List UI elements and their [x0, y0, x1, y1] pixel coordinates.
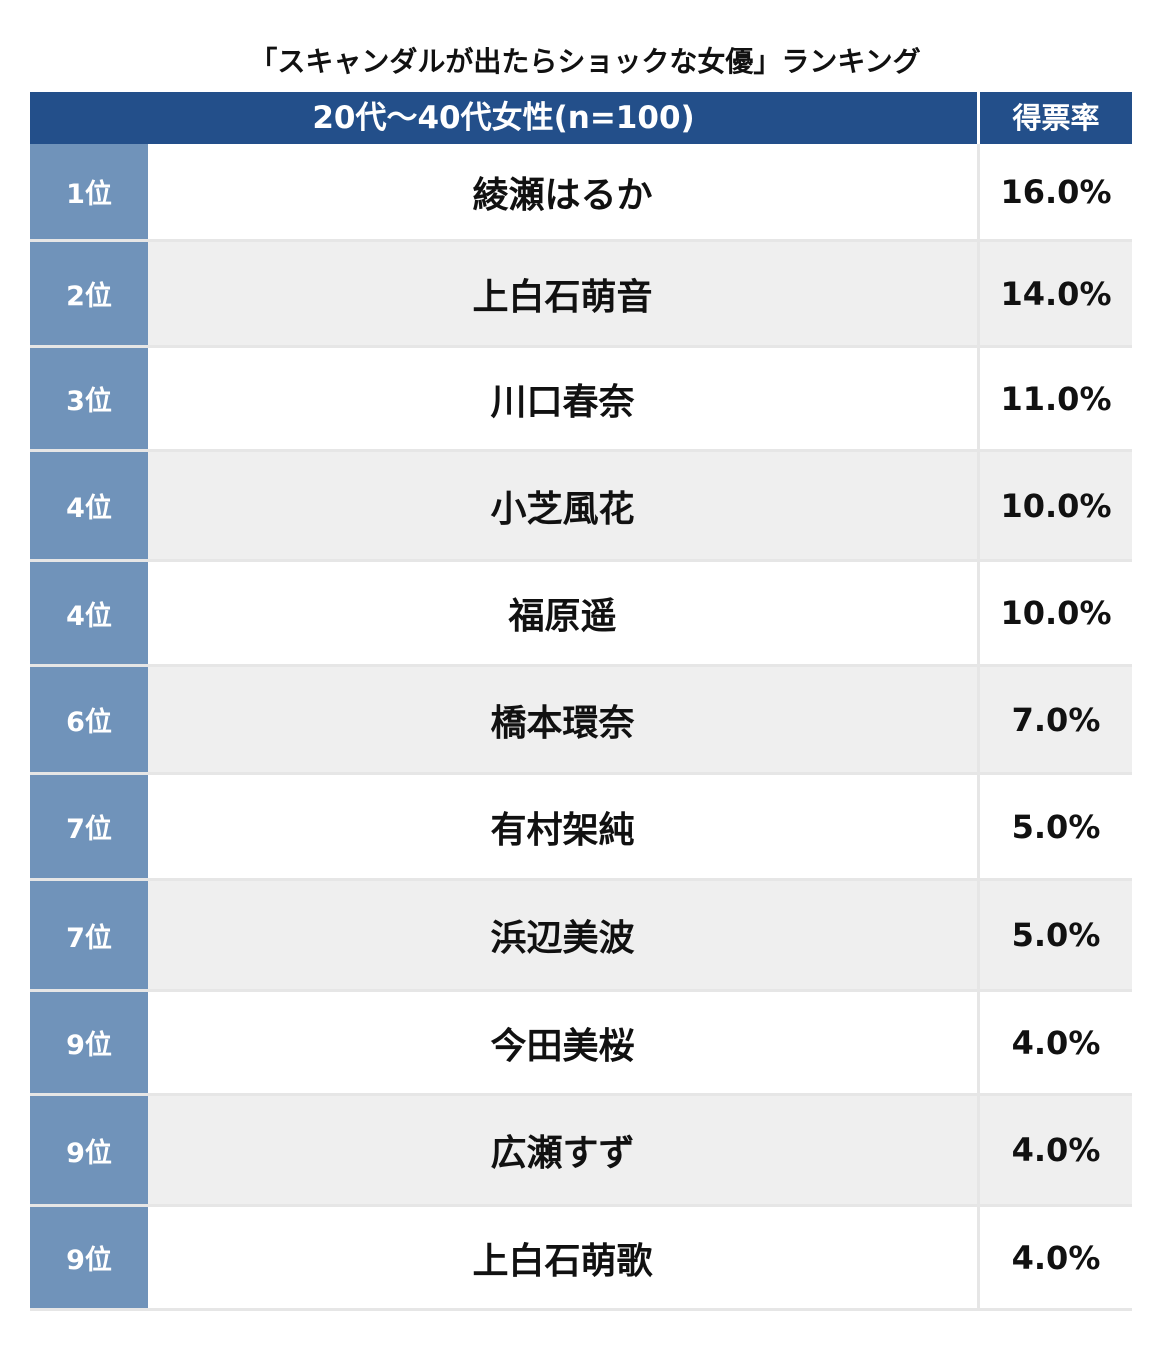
column-divider — [977, 242, 980, 345]
vote-rate: 5.0% — [980, 775, 1132, 878]
column-divider — [977, 452, 980, 559]
column-divider — [977, 348, 980, 449]
vote-rate: 7.0% — [980, 667, 1132, 772]
table-row: 1位 綾瀬はるか 16.0% — [30, 144, 1132, 242]
header-group-label: 20代〜40代女性(n=100) — [30, 92, 977, 144]
vote-rate: 5.0% — [980, 881, 1132, 989]
table-row: 9位 上白石萌歌 4.0% — [30, 1207, 1132, 1311]
actress-name: 綾瀬はるか — [148, 144, 977, 239]
rank-cell: 9位 — [30, 992, 148, 1093]
column-divider — [977, 992, 980, 1093]
actress-name: 浜辺美波 — [148, 881, 977, 989]
vote-rate: 4.0% — [980, 992, 1132, 1093]
table-row: 3位 川口春奈 11.0% — [30, 348, 1132, 452]
actress-name: 広瀬すず — [148, 1096, 977, 1204]
vote-rate: 4.0% — [980, 1207, 1132, 1308]
rank-cell: 9位 — [30, 1207, 148, 1308]
table-row: 7位 有村架純 5.0% — [30, 775, 1132, 881]
page-title: 「スキャンダルが出たらショックな女優」ランキング — [249, 45, 921, 78]
table-row: 6位 橋本環奈 7.0% — [30, 667, 1132, 775]
header-divider — [977, 92, 980, 144]
vote-rate: 4.0% — [980, 1096, 1132, 1204]
table-row: 2位 上白石萌音 14.0% — [30, 242, 1132, 348]
table-header: 20代〜40代女性(n=100) 得票率 — [30, 92, 1132, 144]
rank-cell: 4位 — [30, 452, 148, 559]
ranking-table: 20代〜40代女性(n=100) 得票率 1位 綾瀬はるか 16.0% 2位 上… — [30, 92, 1132, 1311]
rank-cell: 6位 — [30, 667, 148, 772]
header-rate-label: 得票率 — [980, 92, 1132, 144]
actress-name: 橋本環奈 — [148, 667, 977, 772]
rank-cell: 3位 — [30, 348, 148, 449]
rank-cell: 7位 — [30, 881, 148, 989]
column-divider — [977, 1096, 980, 1204]
rank-cell: 9位 — [30, 1096, 148, 1204]
column-divider — [977, 562, 980, 664]
actress-name: 川口春奈 — [148, 348, 977, 449]
column-divider — [977, 144, 980, 239]
column-divider — [977, 1207, 980, 1308]
actress-name: 小芝風花 — [148, 452, 977, 559]
rank-cell: 1位 — [30, 144, 148, 239]
table-row: 9位 広瀬すず 4.0% — [30, 1096, 1132, 1207]
vote-rate: 11.0% — [980, 348, 1132, 449]
actress-name: 上白石萌音 — [148, 242, 977, 345]
vote-rate: 14.0% — [980, 242, 1132, 345]
column-divider — [977, 881, 980, 989]
actress-name: 有村架純 — [148, 775, 977, 878]
vote-rate: 10.0% — [980, 452, 1132, 559]
rank-cell: 4位 — [30, 562, 148, 664]
vote-rate: 10.0% — [980, 562, 1132, 664]
actress-name: 福原遥 — [148, 562, 977, 664]
table-row: 4位 福原遥 10.0% — [30, 562, 1132, 667]
table-row: 7位 浜辺美波 5.0% — [30, 881, 1132, 992]
table-row: 4位 小芝風花 10.0% — [30, 452, 1132, 562]
table-row: 9位 今田美桜 4.0% — [30, 992, 1132, 1096]
column-divider — [977, 667, 980, 772]
column-divider — [977, 775, 980, 878]
rank-cell: 2位 — [30, 242, 148, 345]
actress-name: 上白石萌歌 — [148, 1207, 977, 1308]
actress-name: 今田美桜 — [148, 992, 977, 1093]
rank-cell: 7位 — [30, 775, 148, 878]
vote-rate: 16.0% — [980, 144, 1132, 239]
